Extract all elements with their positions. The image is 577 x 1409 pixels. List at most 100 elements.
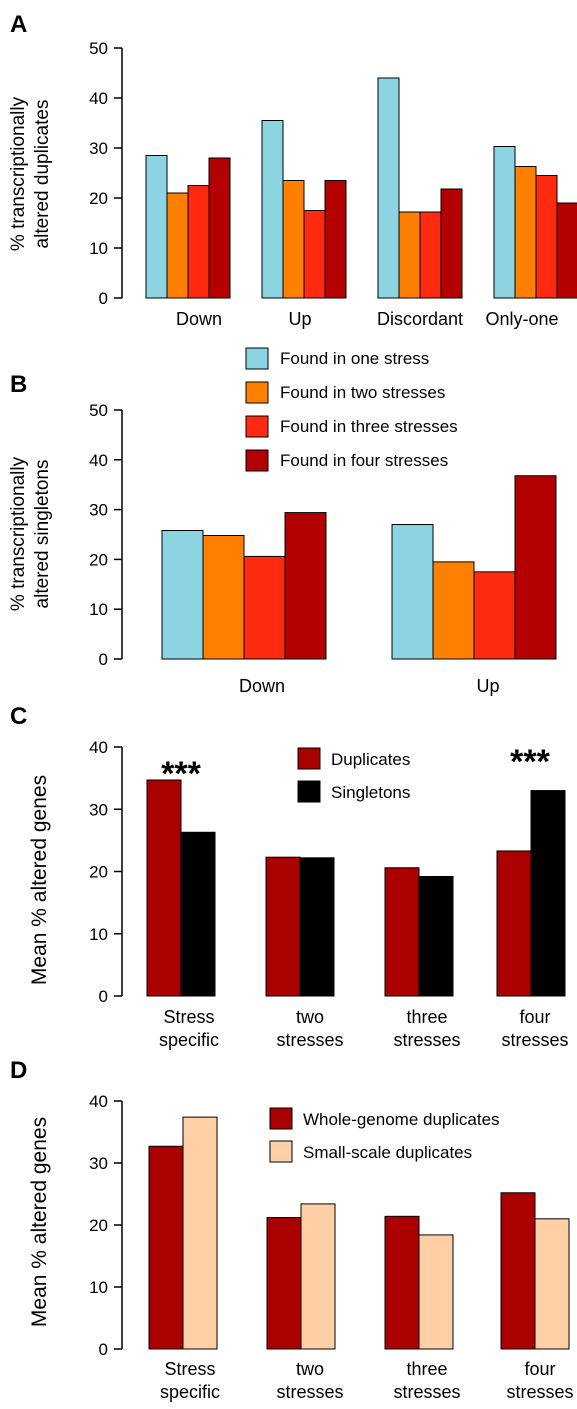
bar	[146, 779, 182, 997]
bar	[530, 790, 566, 997]
y-tick-label: 10	[89, 600, 108, 619]
bar	[282, 180, 305, 299]
y-tick-label: 20	[89, 189, 108, 208]
panel-label-b: B	[10, 371, 27, 398]
bar	[166, 192, 189, 299]
legend-b: Found in one stress Found in two stresse…	[245, 347, 458, 472]
x-category-label: specific	[159, 1030, 219, 1050]
x-category-label: Up	[288, 309, 311, 329]
x-category-label: four	[524, 1359, 555, 1379]
y-tick-label: 50	[89, 39, 108, 58]
x-category-label: stresses	[276, 1382, 343, 1402]
bars-b	[161, 475, 557, 660]
bar	[398, 211, 421, 299]
legend-swatch-duplicates	[297, 747, 321, 770]
bar	[418, 875, 454, 997]
legend-c: Duplicates Singletons	[297, 747, 410, 803]
bar	[514, 166, 537, 299]
x-category-label: three	[406, 1007, 447, 1027]
legend-label-three: Found in three stresses	[280, 417, 458, 436]
y-axis-d: 0 10 20 30 40	[89, 1092, 123, 1359]
legend-label-singletons: Singletons	[331, 783, 410, 802]
y-tick-label: 10	[89, 1278, 108, 1297]
bars-a	[145, 77, 577, 299]
y-axis-label-line1: % transcriptionally	[8, 96, 29, 251]
x-category-label: Only-one	[485, 309, 558, 329]
x-category-label: two	[296, 1359, 324, 1379]
legend-swatch-one	[245, 347, 269, 370]
significance-annotation-four-stresses: ***	[510, 743, 550, 781]
bar	[180, 831, 216, 997]
legend-label-duplicates: Duplicates	[331, 750, 410, 769]
bar	[432, 561, 475, 660]
x-category-label: Down	[176, 309, 222, 329]
bar	[300, 1203, 336, 1350]
bar	[535, 175, 558, 299]
y-tick-label: 40	[89, 738, 108, 757]
x-labels-d: Stress specific two stresses three stresses fo…	[160, 1359, 574, 1402]
bar	[391, 524, 434, 660]
bar	[243, 555, 286, 660]
x-labels-b: Down Up	[239, 676, 500, 696]
bar	[324, 180, 347, 299]
x-labels-c: Stress specific two stresses three stresses fo…	[159, 1007, 569, 1050]
y-axis-b: 0 10 20 30 40 50	[89, 401, 123, 669]
x-category-label: specific	[160, 1382, 220, 1402]
y-tick-label: 40	[89, 89, 108, 108]
legend-swatch-singletons	[297, 780, 321, 803]
y-tick-label: 10	[89, 925, 108, 944]
x-category-label: four	[519, 1007, 550, 1027]
bar	[384, 1215, 420, 1350]
bar	[299, 857, 335, 997]
bar	[500, 1192, 536, 1350]
chart-panel-a: % transcriptionally altered duplicates 0…	[8, 39, 577, 329]
chart-panel-b: % transcriptionally altered singletons F…	[8, 347, 557, 696]
bars-d	[148, 1116, 570, 1350]
chart-panel-d: Mean % altered genes Whole-genome duplic…	[28, 1092, 574, 1402]
y-tick-label: 40	[89, 451, 108, 470]
legend-label-one: Found in one stress	[280, 349, 429, 368]
bar	[440, 188, 463, 299]
x-labels-a: Down Up Discordant Only-one	[176, 309, 559, 329]
legend-label-wgd: Whole-genome duplicates	[303, 1110, 500, 1129]
x-category-label: two	[296, 1007, 324, 1027]
bar	[148, 1145, 184, 1350]
x-category-label: Discordant	[377, 309, 463, 329]
y-tick-label: 20	[89, 1216, 108, 1235]
y-tick-label: 0	[99, 650, 108, 669]
x-category-label: stresses	[393, 1030, 460, 1050]
bar	[182, 1116, 218, 1350]
bar	[496, 850, 532, 997]
x-category-label: stresses	[501, 1030, 568, 1050]
bar	[187, 185, 210, 299]
legend-label-ssd: Small-scale duplicates	[303, 1143, 472, 1162]
chart-panel-c: Mean % altered genes Duplicates Singleto…	[28, 738, 569, 1050]
legend-swatch-two	[245, 381, 269, 404]
bar	[303, 210, 326, 299]
x-category-label: Down	[239, 676, 285, 696]
bar	[514, 475, 557, 660]
x-category-label: Stress	[163, 1007, 214, 1027]
bar	[419, 211, 442, 299]
y-tick-label: 50	[89, 401, 108, 420]
legend-swatch-ssd	[269, 1140, 293, 1163]
panel-label-d: D	[10, 1057, 27, 1084]
y-axis-label-line2: altered duplicates	[32, 100, 53, 249]
y-tick-label: 30	[89, 800, 108, 819]
y-tick-label: 30	[89, 1154, 108, 1173]
x-category-label: stresses	[506, 1382, 573, 1402]
y-axis-label: Mean % altered genes	[28, 1117, 51, 1327]
bar	[265, 856, 301, 997]
y-tick-label: 30	[89, 139, 108, 158]
panel-label-a: A	[10, 11, 27, 38]
legend-label-four: Found in four stresses	[280, 451, 448, 470]
bar	[556, 202, 577, 299]
y-tick-label: 10	[89, 239, 108, 258]
panel-label-c: C	[10, 703, 27, 730]
x-category-label: stresses	[276, 1030, 343, 1050]
y-axis-c: 0 10 20 30 40	[89, 738, 123, 1006]
legend-swatch-four	[245, 449, 269, 472]
x-category-label: stresses	[393, 1382, 460, 1402]
bar	[493, 146, 516, 299]
